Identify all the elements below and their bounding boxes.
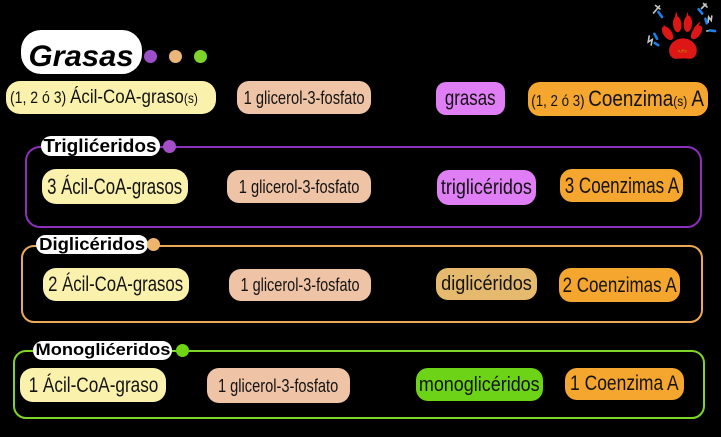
svg-text:ruRz: ruRz [678, 49, 688, 54]
